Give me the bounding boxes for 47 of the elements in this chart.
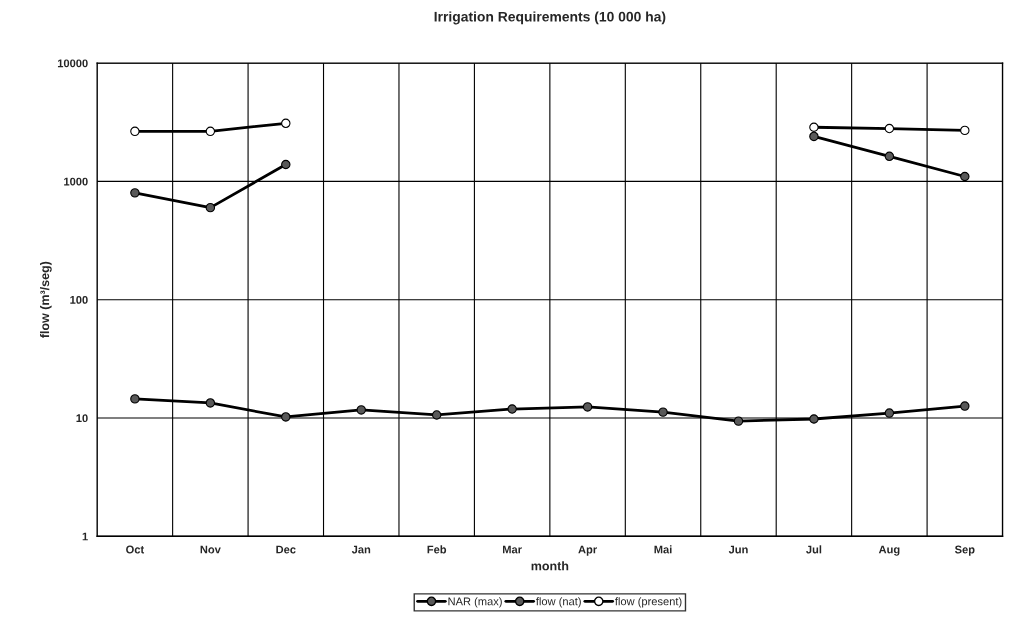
point (960, 171, 970, 182)
point (281, 159, 291, 170)
point (281, 118, 291, 129)
y-tick-label: 100 (70, 295, 88, 304)
x-tick-label: Feb (427, 545, 447, 554)
point (960, 125, 970, 136)
point (809, 122, 819, 132)
x-tick-label: Jun (728, 545, 748, 554)
y-tick-label: 10 (76, 414, 88, 423)
point (356, 405, 366, 415)
legend-label: flow (nat) (535, 597, 581, 608)
y-tick-label: 1 (82, 532, 88, 541)
point (130, 394, 140, 404)
x-axis-title: month (531, 561, 569, 571)
x-tick-label: Oct (126, 545, 145, 554)
point (205, 126, 216, 137)
point (130, 188, 140, 198)
chart-title: Irrigation Requirements (10 000 ha) (434, 11, 666, 25)
x-tick-label: Mar (503, 545, 522, 554)
point (205, 398, 216, 408)
x-tick-label: Sep (954, 545, 975, 556)
point (205, 202, 216, 213)
x-tick-label: Dec (276, 545, 296, 554)
y-axis-title: flow (m³/seg) (40, 261, 52, 339)
point (582, 402, 593, 412)
point (960, 401, 970, 411)
x-tick-label: Aug (878, 545, 900, 556)
legend-label: flow (present) (615, 597, 682, 608)
point (809, 131, 819, 142)
y-tick-label: 10000 (57, 59, 88, 68)
y-tick-label: 1000 (64, 177, 88, 186)
point (658, 407, 668, 417)
point (733, 416, 744, 426)
point (884, 408, 895, 418)
point (507, 404, 517, 414)
x-tick-label: Jul (806, 545, 822, 554)
point (884, 123, 895, 134)
point (130, 126, 140, 137)
point (884, 151, 895, 162)
x-tick-label: Mai (654, 545, 672, 554)
point (281, 412, 291, 422)
x-tick-label: Nov (200, 545, 221, 554)
x-tick-label: Jan (351, 545, 371, 554)
point (809, 414, 819, 424)
x-tick-label: Apr (578, 545, 597, 556)
legend-label: NAR (max) (448, 597, 502, 608)
point (431, 410, 442, 420)
